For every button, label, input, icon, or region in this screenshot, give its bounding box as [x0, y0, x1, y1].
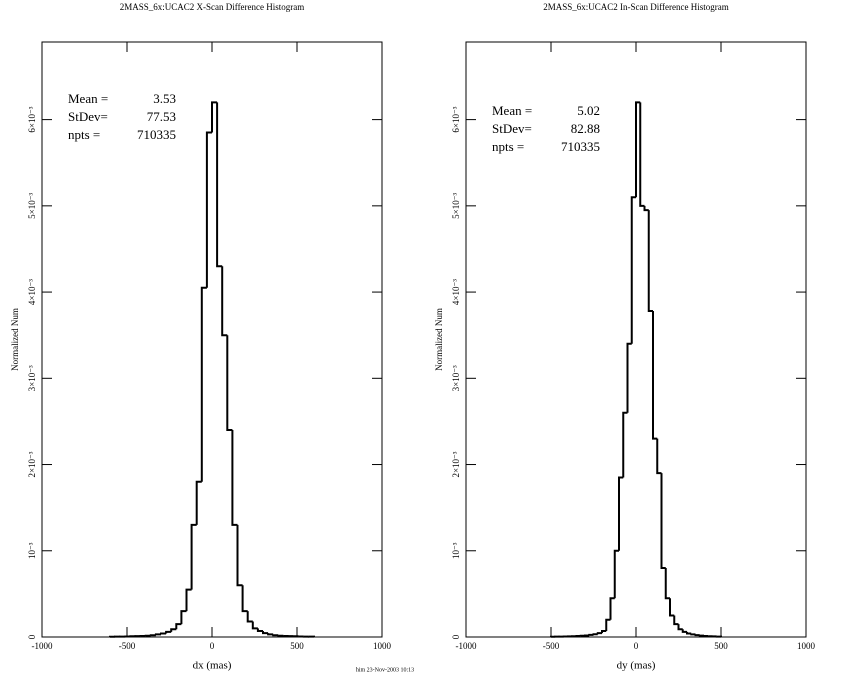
- histogram-bin: [652, 311, 658, 440]
- histogram-bin: [236, 524, 243, 587]
- chart-title: 2MASS_6x:UCAC2 In-Scan Difference Histog…: [543, 2, 729, 12]
- y-tick-label: 3×10⁻³: [451, 365, 461, 391]
- chart-title: 2MASS_6x:UCAC2 X-Scan Difference Histogr…: [120, 2, 305, 12]
- footer: him 23-Nov-2003 10:13: [356, 667, 414, 673]
- histogram-bin: [180, 610, 187, 625]
- histogram-bin: [715, 635, 722, 638]
- stat-value: 5.02: [577, 103, 600, 118]
- histogram-bin: [605, 618, 611, 631]
- histogram-bin: [673, 615, 679, 626]
- x-tick-label: 500: [290, 641, 304, 651]
- histogram-bin: [647, 210, 653, 313]
- histogram-bin: [643, 205, 649, 212]
- y-tick-label: 4×10⁻³: [27, 279, 37, 305]
- histogram-bin: [216, 102, 223, 268]
- histogram-bin: [601, 629, 607, 634]
- y-tick-label: 5×10⁻³: [27, 193, 37, 219]
- histogram-bin: [165, 630, 172, 634]
- histogram-bin: [588, 633, 594, 636]
- x-tick-label: 0: [210, 641, 215, 651]
- histogram-bin: [660, 473, 666, 570]
- stat-label: StDev=: [492, 121, 532, 136]
- histogram-bin: [256, 628, 263, 632]
- x-tick-label: -500: [119, 641, 136, 651]
- histogram-bin: [639, 102, 645, 207]
- y-axis-label: Normalized Num: [434, 308, 444, 371]
- x-tick-label: -1000: [32, 641, 53, 651]
- histogram-bin: [592, 633, 598, 636]
- y-tick-label: 0: [451, 634, 461, 639]
- y-axis-label: Normalized Num: [10, 308, 20, 371]
- histogram-bin: [698, 634, 704, 637]
- histogram-bin: [609, 597, 615, 620]
- stat-value: 82.88: [571, 121, 600, 136]
- x-tick-label: 500: [714, 641, 728, 651]
- histogram-bin: [226, 335, 233, 432]
- histogram-bin: [664, 568, 670, 600]
- histogram-bin: [635, 101, 641, 198]
- stat-label: Mean =: [68, 91, 108, 106]
- y-tick-label: 2×10⁻³: [27, 451, 37, 477]
- y-tick-label: 0: [27, 634, 37, 639]
- histogram-bin: [686, 631, 692, 635]
- y-tick-label: 10⁻³: [451, 542, 461, 559]
- x-axis-label: dx (mas): [193, 660, 232, 672]
- x-axis-label: dy (mas): [617, 660, 656, 672]
- histogram-bin: [170, 628, 177, 632]
- stat-label: npts =: [68, 127, 100, 142]
- histogram-bin: [596, 632, 602, 635]
- histogram-bin: [241, 585, 248, 613]
- histogram-bin: [272, 634, 279, 637]
- histogram-bin: [669, 598, 675, 617]
- stat-label: StDev=: [68, 109, 108, 124]
- histogram-bin: [205, 131, 212, 288]
- histogram-bin: [630, 196, 636, 344]
- histogram-bin: [622, 411, 628, 478]
- histogram-bin: [690, 633, 696, 636]
- histogram-bin: [262, 630, 269, 635]
- histogram-bin: [185, 588, 192, 612]
- y-tick-label: 4×10⁻³: [451, 279, 461, 305]
- histogram-bin: [626, 342, 632, 413]
- stat-label: Mean =: [492, 103, 532, 118]
- histogram-bin: [195, 480, 202, 525]
- histogram-bin: [677, 624, 683, 631]
- histogram-bin: [154, 633, 161, 636]
- y-tick-label: 10⁻³: [27, 542, 37, 559]
- stat-value: 77.53: [147, 109, 176, 124]
- y-tick-label: 6×10⁻³: [451, 106, 461, 132]
- histogram-bin: [190, 523, 197, 590]
- histogram-bin: [160, 632, 167, 635]
- x-tick-label: 1000: [373, 641, 392, 651]
- histogram-bin: [175, 623, 182, 630]
- y-tick-label: 2×10⁻³: [451, 451, 461, 477]
- y-tick-label: 6×10⁻³: [27, 106, 37, 132]
- stat-value: 710335: [561, 139, 600, 154]
- histogram-bin: [681, 629, 687, 633]
- histogram-bin: [267, 633, 274, 636]
- histogram-bin: [613, 549, 619, 599]
- histogram-bin: [211, 101, 218, 133]
- y-tick-label: 5×10⁻³: [451, 193, 461, 219]
- y-tick-label: 3×10⁻³: [27, 365, 37, 391]
- histogram-bin: [694, 634, 700, 637]
- histogram-bin: [246, 611, 253, 623]
- histogram-bin: [231, 430, 238, 526]
- x-tick-label: -1000: [456, 641, 477, 651]
- histogram-bin: [251, 621, 258, 630]
- x-tick-label: 0: [634, 641, 639, 651]
- histogram-bin: [221, 266, 228, 337]
- stat-value: 710335: [137, 127, 176, 142]
- histogram-bin: [656, 438, 662, 475]
- stat-value: 3.53: [153, 91, 176, 106]
- stat-label: npts =: [492, 139, 524, 154]
- histogram-bin: [618, 476, 624, 551]
- x-tick-label: 1000: [797, 641, 816, 651]
- x-tick-label: -500: [543, 641, 560, 651]
- histogram-bin: [200, 286, 207, 482]
